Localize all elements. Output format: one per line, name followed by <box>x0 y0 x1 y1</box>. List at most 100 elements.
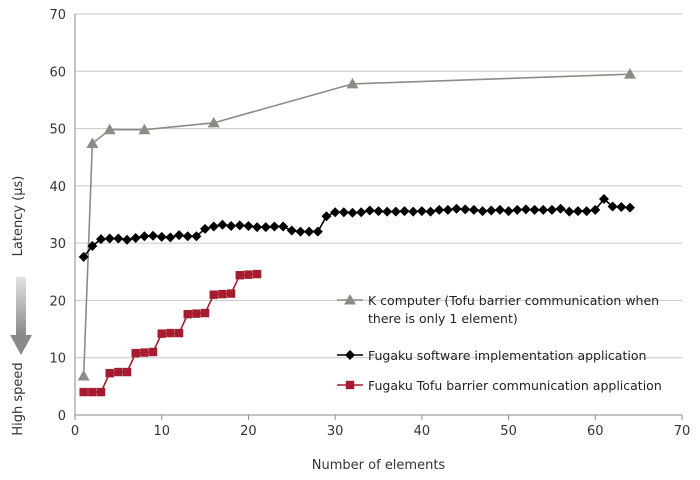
data-point <box>174 230 185 241</box>
data-point <box>165 232 176 243</box>
data-point <box>78 251 89 262</box>
data-point <box>209 290 218 299</box>
data-point <box>382 206 393 217</box>
y-tick-label: 60 <box>49 65 66 80</box>
data-point <box>373 206 384 217</box>
data-point <box>345 380 355 390</box>
series-3 <box>79 269 262 397</box>
data-point <box>494 204 505 215</box>
data-point <box>234 220 245 231</box>
data-point <box>96 234 107 245</box>
data-point <box>103 123 116 135</box>
data-point <box>174 328 184 338</box>
legend-entry-3: Fugaku Tofu barrier communication applic… <box>337 378 662 393</box>
legend-label: Fugaku software implementation applicati… <box>368 348 646 363</box>
data-point <box>345 350 355 360</box>
data-point <box>408 206 419 217</box>
data-point <box>564 206 575 217</box>
data-point <box>226 289 236 298</box>
data-point <box>182 231 193 242</box>
data-point <box>166 328 175 338</box>
data-point <box>477 206 488 217</box>
data-point <box>338 207 349 218</box>
legend-entry-2: Fugaku software implementation applicati… <box>337 348 646 363</box>
data-point <box>304 226 315 237</box>
high-speed-label: High speed <box>11 362 26 435</box>
legend-label: Fugaku Tofu barrier communication applic… <box>368 378 662 393</box>
data-point <box>399 206 410 217</box>
data-point <box>243 220 254 231</box>
series-group <box>77 68 636 397</box>
data-point <box>607 201 618 212</box>
data-point <box>79 387 88 397</box>
data-point <box>226 220 237 231</box>
data-point <box>105 368 114 378</box>
y-tick-label: 10 <box>49 352 66 367</box>
data-point <box>344 294 356 305</box>
data-point <box>252 222 263 233</box>
data-point <box>131 348 140 358</box>
tick-labels: 0 10 20 30 40 50 60 70 0 10 20 30 40 50 60 70 <box>49 8 690 439</box>
data-point <box>148 230 159 241</box>
x-tick-label: 20 <box>240 424 257 439</box>
data-point <box>104 233 115 244</box>
data-point <box>356 207 367 218</box>
series-1 <box>77 68 636 381</box>
data-point <box>252 269 262 279</box>
data-point <box>295 226 306 237</box>
y-tick-label: 50 <box>49 123 66 138</box>
data-point <box>512 204 523 215</box>
data-point <box>87 241 98 252</box>
y-tick-label: 70 <box>49 8 66 23</box>
data-point <box>572 206 583 217</box>
series-line <box>83 197 631 258</box>
data-point <box>312 226 323 237</box>
data-point <box>520 204 531 215</box>
data-point <box>347 207 358 218</box>
y-tick-label: 0 <box>58 409 66 424</box>
gridlines <box>75 13 682 359</box>
data-point <box>86 137 99 148</box>
legend-label: K computer (Tofu barrier communication w… <box>368 293 659 308</box>
data-point <box>260 222 271 233</box>
series-2 <box>78 194 635 262</box>
data-point <box>192 309 201 318</box>
x-tick-label: 0 <box>71 424 79 439</box>
legend: K computer (Tofu barrier communication w… <box>337 293 662 393</box>
data-point <box>330 207 341 218</box>
data-point <box>581 206 592 217</box>
data-point <box>140 348 149 357</box>
data-point <box>113 233 124 244</box>
x-tick-label: 40 <box>414 424 431 439</box>
data-point <box>114 367 123 377</box>
data-point <box>321 211 332 222</box>
data-point <box>503 206 514 217</box>
data-point <box>555 203 566 214</box>
data-point <box>88 387 97 397</box>
data-point <box>623 68 636 79</box>
data-point <box>200 308 210 318</box>
data-point <box>208 221 219 232</box>
legend-entry-1: K computer (Tofu barrier communication w… <box>337 293 659 326</box>
x-tick-label: 70 <box>674 424 691 439</box>
data-point <box>590 204 601 215</box>
data-point <box>138 123 151 135</box>
legend-label: there is only 1 element) <box>368 311 518 326</box>
x-axis-title: Number of elements <box>312 458 446 473</box>
high-speed-arrow-icon <box>10 277 32 355</box>
data-point <box>434 204 445 215</box>
data-point <box>200 223 211 234</box>
data-point <box>598 194 609 205</box>
data-point <box>529 204 540 215</box>
data-point <box>364 205 375 216</box>
data-point <box>148 347 158 357</box>
x-tick-label: 50 <box>500 424 517 439</box>
data-point <box>130 232 141 243</box>
data-point <box>416 206 427 217</box>
y-tick-label: 40 <box>49 180 66 195</box>
data-point <box>486 205 497 216</box>
data-point <box>207 116 220 128</box>
data-point <box>624 202 635 213</box>
data-point <box>390 206 401 217</box>
